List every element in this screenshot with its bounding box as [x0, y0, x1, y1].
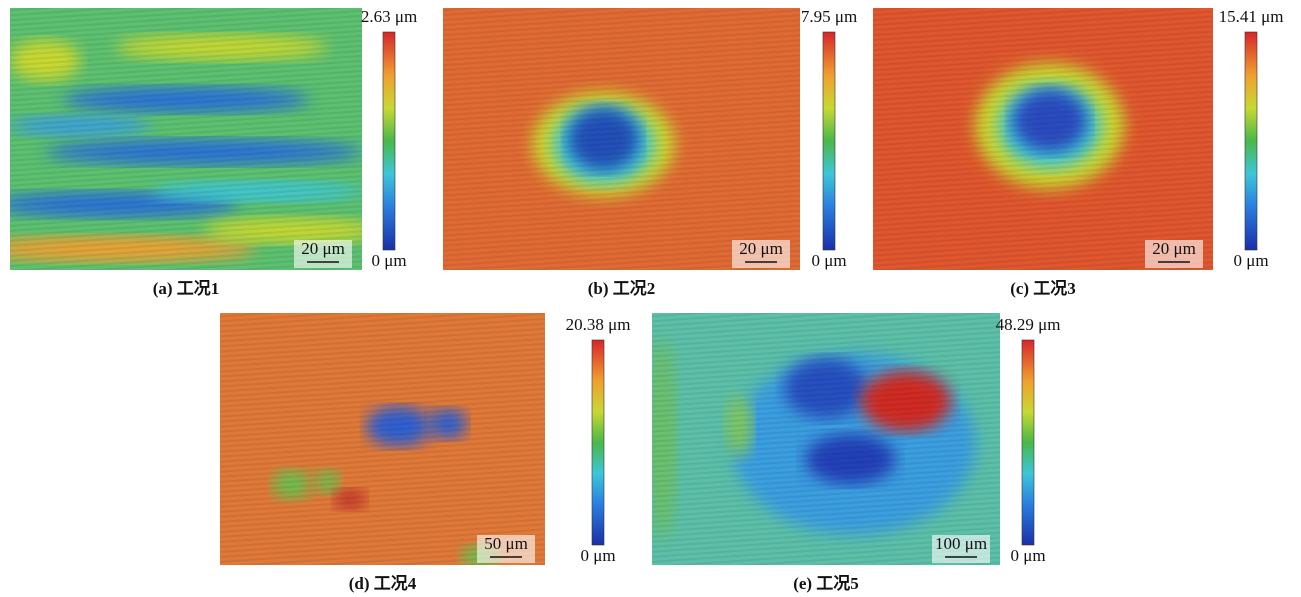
scale-bar-label: 20 μm [739, 239, 783, 258]
colorbar-min: 0 μm [811, 251, 846, 270]
texture [652, 313, 1000, 565]
colorbar [383, 32, 395, 250]
figure: 20 μm 2.63 μm 0 μm (a) 工况1 20 μm 7.95 μm 0 μm (… [0, 0, 1301, 597]
texture [10, 8, 362, 270]
caption: (c) 工况3 [1010, 279, 1076, 298]
colorbar-max: 15.41 μm [1219, 7, 1284, 26]
colorbar-max: 2.63 μm [361, 7, 417, 26]
colorbar [1245, 32, 1257, 250]
micrograph [0, 8, 380, 270]
caption: (b) 工况2 [588, 279, 656, 298]
scale-bar-label: 50 μm [484, 534, 528, 553]
colorbar-min: 0 μm [371, 251, 406, 270]
colorbar-max: 48.29 μm [996, 315, 1061, 334]
colorbar-max: 7.95 μm [801, 7, 857, 26]
colorbar-min: 0 μm [1233, 251, 1268, 270]
colorbar-max: 20.38 μm [566, 315, 631, 334]
micrograph [649, 313, 1000, 565]
caption: (a) 工况1 [153, 279, 220, 298]
colorbar [592, 340, 604, 545]
texture [220, 313, 545, 565]
micrograph [873, 8, 1213, 270]
scale-bar-label: 100 μm [935, 534, 987, 553]
colorbar-min: 0 μm [580, 546, 615, 565]
colorbar [1022, 340, 1034, 545]
scale-bar-label: 20 μm [301, 239, 345, 258]
micrograph [220, 313, 545, 570]
colorbar-min: 0 μm [1010, 546, 1045, 565]
caption: (e) 工况5 [793, 574, 859, 593]
scale-bar-label: 20 μm [1152, 239, 1196, 258]
texture [443, 8, 800, 270]
micrograph [443, 8, 800, 270]
colorbar [823, 32, 835, 250]
caption: (d) 工况4 [349, 574, 417, 593]
texture [873, 8, 1213, 270]
